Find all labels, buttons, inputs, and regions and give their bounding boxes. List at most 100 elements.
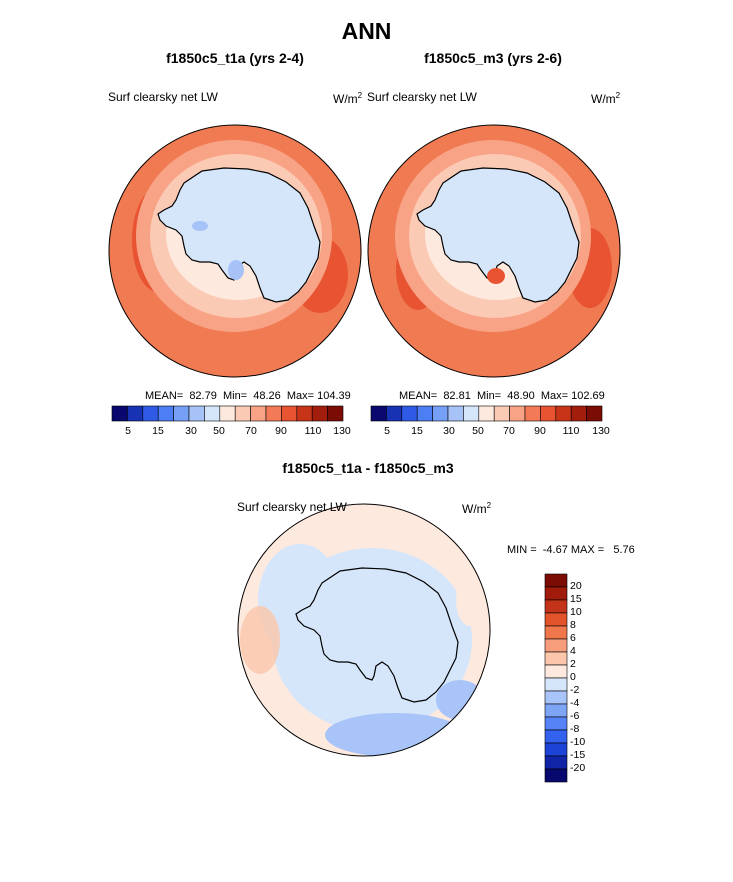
colorbar-swatch (544, 586, 568, 601)
cb1-tick: 130 (333, 425, 351, 437)
colorbar-swatch (570, 405, 587, 422)
colorbar-swatch (544, 573, 568, 588)
panel-2-units: W/m2 (591, 91, 621, 106)
colorbar-swatch (544, 677, 568, 692)
colorbar-swatch (111, 405, 128, 422)
main-title: ANN (341, 18, 392, 44)
cb3-tick: -6 (570, 710, 580, 722)
cb3-tick: -15 (570, 749, 586, 761)
cb3-tick: 0 (570, 671, 576, 683)
colorbar-swatch (544, 755, 568, 770)
colorbar-swatch (540, 405, 557, 422)
cb3-tick: 10 (570, 606, 582, 618)
cb3-tick: -20 (570, 762, 586, 774)
colorbar-swatch (250, 405, 267, 422)
panel-2-stats: MEAN= 82.81 Min= 48.90 Max= 102.69 (399, 390, 605, 402)
cb1-tick: 90 (275, 425, 287, 437)
cb1-tick: 50 (213, 425, 225, 437)
colorbar-swatch (447, 405, 464, 422)
colorbar-swatch (173, 405, 190, 422)
cb3-tick: 6 (570, 632, 576, 644)
cb3-tick: 8 (570, 619, 576, 631)
map-border-2 (367, 124, 621, 378)
colorbar-swatch (524, 405, 541, 422)
colorbar-swatch (265, 405, 282, 422)
colorbar-swatch (544, 599, 568, 614)
panel-3-units: W/m2 (462, 501, 492, 516)
colorbar-swatch (401, 405, 418, 422)
panel-3-title: f1850c5_t1a - f1850c5_m3 (282, 460, 454, 476)
colorbar-panel-2 (370, 405, 603, 422)
map-panel-1 (109, 125, 361, 377)
panel-1-stats: MEAN= 82.79 Min= 48.26 Max= 104.39 (145, 390, 351, 402)
cb2-tick: 5 (384, 425, 390, 437)
panel-1-field-label: Surf clearsky net LW (108, 90, 218, 104)
colorbar-swatch (544, 703, 568, 718)
colorbar-swatch (370, 405, 387, 422)
colorbar-swatch (544, 612, 568, 627)
colorbar-swatch (544, 638, 568, 653)
colorbar-swatch (544, 625, 568, 640)
colorbar-swatch (432, 405, 449, 422)
colorbar-swatch (157, 405, 174, 422)
cb3-tick: -4 (570, 697, 580, 709)
panel-1-title: f1850c5_t1a (yrs 2-4) (166, 50, 304, 66)
cb3-tick: 20 (570, 580, 582, 592)
panel-2-field-label: Surf clearsky net LW (367, 90, 477, 104)
colorbar-swatch (586, 405, 603, 422)
map-border-1 (108, 124, 362, 378)
map-panel-3 (238, 504, 490, 756)
cb1-tick: 15 (152, 425, 164, 437)
colorbar-swatch (127, 405, 144, 422)
colorbar-swatch (188, 405, 205, 422)
map-panel-2 (368, 125, 620, 377)
colorbar-swatch (544, 716, 568, 731)
cb2-tick: 130 (592, 425, 610, 437)
colorbar-swatch (281, 405, 298, 422)
colorbar-swatch (234, 405, 251, 422)
panel-3-field-label: Surf clearsky net LW (237, 500, 347, 514)
colorbar-swatch (544, 768, 568, 783)
colorbar-swatch (142, 405, 159, 422)
cb1-tick: 30 (185, 425, 197, 437)
colorbar-swatch (204, 405, 221, 422)
colorbar-swatch (544, 729, 568, 744)
cb2-tick: 90 (534, 425, 546, 437)
panel-2-title: f1850c5_m3 (yrs 2-6) (424, 50, 562, 66)
colorbar-swatch (219, 405, 236, 422)
colorbar-swatch (296, 405, 313, 422)
colorbar-swatch (544, 742, 568, 757)
colorbar-swatch (493, 405, 510, 422)
colorbar-swatch (544, 664, 568, 679)
cb2-tick: 15 (411, 425, 423, 437)
colorbar-panel-3 (544, 573, 568, 783)
colorbar-swatch (416, 405, 433, 422)
colorbar-swatch (544, 690, 568, 705)
cb3-tick: 4 (570, 645, 576, 657)
cb3-tick: -8 (570, 723, 580, 735)
cb2-tick: 30 (443, 425, 455, 437)
map-border-3 (237, 503, 491, 757)
colorbar-swatch (555, 405, 572, 422)
cb2-tick: 110 (562, 425, 580, 437)
cb3-tick: 15 (570, 593, 582, 605)
colorbar-swatch (463, 405, 480, 422)
cb1-tick: 5 (125, 425, 131, 437)
colorbar-swatch (327, 405, 344, 422)
colorbar-swatch (386, 405, 403, 422)
panel-3-stats: MIN = -4.67 MAX = 5.76 (507, 544, 635, 556)
colorbar-panel-1 (111, 405, 344, 422)
cb1-tick: 70 (245, 425, 257, 437)
panel-1-units: W/m2 (333, 91, 363, 106)
cb1-tick: 110 (304, 425, 322, 437)
cb3-tick: -2 (570, 684, 580, 696)
cb2-tick: 70 (503, 425, 515, 437)
colorbar-swatch (478, 405, 495, 422)
cb2-tick: 50 (472, 425, 484, 437)
cb3-tick: 2 (570, 658, 576, 670)
cb3-tick: -10 (570, 736, 586, 748)
colorbar-swatch (509, 405, 526, 422)
colorbar-swatch (311, 405, 328, 422)
colorbar-swatch (544, 651, 568, 666)
